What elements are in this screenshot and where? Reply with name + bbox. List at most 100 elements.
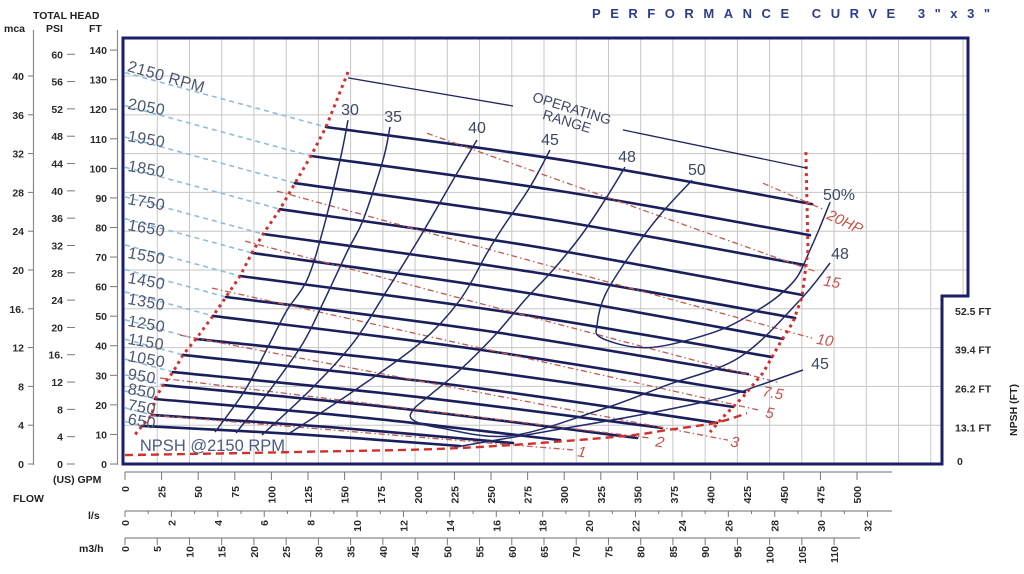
power-line-label: 7.5 <box>761 383 785 403</box>
m3h-tick-label: 25 <box>281 546 293 558</box>
ls-tick-label: 4 <box>213 520 225 526</box>
psi-tick-label: 16. <box>48 350 63 362</box>
mca-tick-label: 12 <box>12 343 24 355</box>
gpm-axis-label: (US) GPM <box>53 474 102 486</box>
efficiency-label: 45 <box>811 356 829 373</box>
efficiency-label: 50% <box>823 187 855 204</box>
m3h-tick-label: 50 <box>442 546 454 558</box>
efficiency-label: 45 <box>541 132 559 149</box>
rpm-curve <box>153 397 562 442</box>
rpm-curve <box>224 295 750 376</box>
rpm-label: 1350 <box>126 291 166 314</box>
npsh-tick-label: 13.1 FT <box>955 422 992 434</box>
psi-tick-label: 12 <box>51 377 63 389</box>
m3h-ticks: 0 5 10 15 20 25 30 35 40 45 50 55 60 65 70 75 80 85 90 95 10… <box>120 538 841 564</box>
mca-tick-label: 8 <box>18 381 24 393</box>
ft-tick-label: 80 <box>95 222 107 234</box>
gpm-tick-label: 25 <box>157 486 169 498</box>
npsh-curve <box>124 412 748 457</box>
efficiency-label: 50 <box>688 162 706 179</box>
m3h-tick-label: 40 <box>378 546 390 558</box>
power-line-label: 10 <box>815 331 835 351</box>
plot-grid <box>123 38 968 464</box>
ls-tick-label: 16 <box>491 520 503 532</box>
rpm-curve-extension <box>124 407 153 416</box>
psi-tick-label: 0 <box>57 459 63 471</box>
rpm-curve-extension <box>124 217 253 254</box>
rpm-curves <box>124 71 814 448</box>
gpm-tick-label: 125 <box>303 486 315 504</box>
rpm-label: 1450 <box>126 270 166 293</box>
efficiency-curve <box>454 369 804 448</box>
rpm-curve-extension <box>124 195 264 235</box>
ft-tick-label: 0 <box>101 459 107 471</box>
npsh-label: NPSH @2150 RPM <box>140 437 285 455</box>
rpm-label: 1650 <box>126 217 166 240</box>
power-line <box>276 190 813 339</box>
mca-tick-label: 0 <box>18 459 24 471</box>
power-line <box>426 132 818 273</box>
m3h-tick-label: 75 <box>604 546 616 558</box>
efficiency-label: 48 <box>618 149 636 166</box>
mca-tick-label: 32 <box>12 149 24 161</box>
ls-tick-label: 2 <box>166 520 178 526</box>
gpm-tick-label: 225 <box>449 486 461 504</box>
flow-label: FLOW <box>13 493 44 505</box>
rpm-label: 2050 <box>126 96 166 119</box>
ft-tick-label: 100 <box>89 163 107 175</box>
psi-tick-label: 48 <box>51 131 63 143</box>
ls-tick-label: 14 <box>445 520 457 532</box>
ft-tick-label: 30 <box>95 370 107 382</box>
ls-tick-label: 18 <box>538 520 550 532</box>
ls-axis-label: l/s <box>88 510 100 522</box>
npsh-axis-title: NPSH (FT) <box>1008 384 1020 436</box>
rpm-label: 1950 <box>126 128 166 151</box>
efficiency-curves <box>214 120 831 448</box>
psi-tick-label: 4 <box>57 432 63 444</box>
gpm-tick-label: 400 <box>706 486 718 504</box>
gpm-tick-label: 200 <box>413 486 425 504</box>
gpm-tick-label: 250 <box>486 486 498 504</box>
rpm-curve <box>161 383 639 440</box>
power-line-label: 2 <box>653 433 666 451</box>
m3h-tick-label: 110 <box>829 546 841 563</box>
rpm-curve-extension <box>124 318 197 340</box>
ft-tick-label: 90 <box>95 193 107 205</box>
gpm-tick-label: 175 <box>376 486 388 504</box>
ft-tick-label: 130 <box>89 75 107 87</box>
ft-tick-label: 20 <box>95 400 107 412</box>
efficiency-curve <box>289 149 551 434</box>
ft-tick-label: 50 <box>95 311 107 323</box>
gpm-tick-label: 425 <box>742 486 754 504</box>
psi-axis-label: PSI <box>46 23 63 35</box>
mca-tick-label: 36 <box>12 110 24 122</box>
power-line-label: 15 <box>822 273 842 293</box>
efficiency-curve <box>261 139 478 436</box>
rpm-curve <box>238 274 774 359</box>
psi-tick-label: 24 <box>51 295 63 307</box>
m3h-tick-label: 85 <box>668 546 680 558</box>
ls-tick-label: 0 <box>120 520 132 526</box>
operating-range-right-boundary <box>708 152 810 434</box>
rpm-curve <box>171 370 664 430</box>
rpm-label: 850 <box>126 381 157 403</box>
rpm-curve <box>181 353 719 425</box>
rpm-label: 1850 <box>126 158 166 181</box>
m3h-tick-label: 65 <box>539 546 551 558</box>
m3h-tick-label: 90 <box>700 546 712 558</box>
ls-tick-label: 12 <box>399 520 411 532</box>
m3h-tick-label: 15 <box>217 546 229 558</box>
chart-title: PERFORMANCE CURVE 3"x3" <box>592 6 990 21</box>
power-line-label: 5 <box>764 404 776 422</box>
ls-tick-label: 26 <box>723 520 735 532</box>
ft-axis-label: FT <box>89 23 102 35</box>
rpm-label: 650 <box>126 411 157 433</box>
m3h-tick-label: 100 <box>765 546 777 564</box>
rpm-curve <box>324 125 814 206</box>
gpm-ticks: 0 25 50 75 100 125 150 175 200 225 250 275 300 325 350… <box>120 472 864 504</box>
rpm-label: 1550 <box>126 245 166 268</box>
gpm-tick-label: 325 <box>596 486 608 504</box>
operating-range-top-line <box>347 77 514 107</box>
m3h-tick-label: 80 <box>636 546 648 558</box>
efficiency-label: 30 <box>341 102 359 119</box>
